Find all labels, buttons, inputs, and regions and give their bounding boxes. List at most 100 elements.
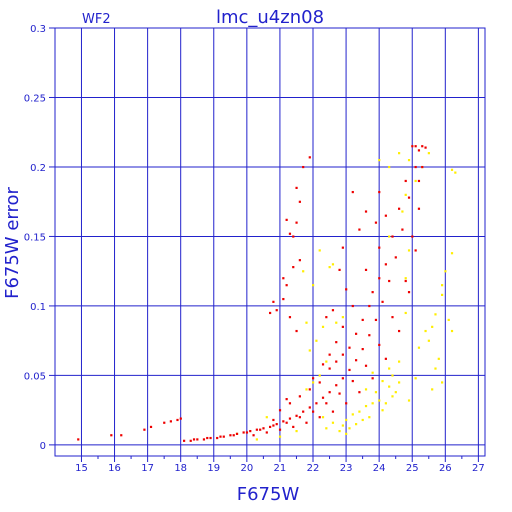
data-point bbox=[421, 145, 424, 148]
data-point bbox=[388, 235, 391, 238]
data-point bbox=[308, 388, 311, 391]
data-point bbox=[229, 434, 232, 437]
data-point bbox=[216, 436, 219, 440]
data-point bbox=[411, 145, 414, 148]
data-point bbox=[282, 297, 285, 301]
data-point bbox=[371, 371, 374, 374]
data-point bbox=[285, 398, 288, 401]
x-tick-label: 16 bbox=[108, 463, 121, 474]
data-point bbox=[371, 291, 374, 294]
x-axis-label: F675W bbox=[237, 484, 300, 505]
y-tick-label: 0.15 bbox=[24, 232, 46, 243]
data-point bbox=[325, 402, 328, 405]
data-point bbox=[364, 268, 368, 271]
data-point bbox=[335, 360, 338, 363]
data-point bbox=[355, 332, 358, 335]
data-point bbox=[378, 399, 381, 402]
y-axis-label: F675W error bbox=[2, 187, 23, 299]
data-point bbox=[295, 186, 298, 190]
data-point bbox=[398, 152, 401, 155]
data-point bbox=[450, 252, 454, 255]
data-point bbox=[378, 159, 381, 162]
data-point bbox=[298, 259, 301, 262]
data-point bbox=[364, 388, 368, 391]
data-point bbox=[407, 399, 411, 402]
data-point bbox=[345, 288, 348, 291]
data-point bbox=[192, 438, 196, 441]
data-point bbox=[272, 300, 275, 303]
data-point bbox=[222, 435, 225, 438]
data-point bbox=[265, 431, 268, 434]
data-point bbox=[209, 436, 212, 440]
data-point bbox=[368, 304, 371, 308]
data-point bbox=[196, 438, 199, 441]
data-point bbox=[358, 391, 361, 394]
data-point bbox=[345, 418, 348, 422]
data-point bbox=[272, 424, 275, 427]
data-point bbox=[328, 391, 331, 394]
data-point bbox=[391, 235, 394, 238]
data-point bbox=[259, 428, 262, 431]
data-point bbox=[398, 329, 401, 333]
data-point bbox=[391, 316, 394, 319]
chip-label: WF2 bbox=[82, 12, 111, 27]
data-point bbox=[219, 435, 222, 438]
data-point bbox=[331, 263, 335, 266]
data-point bbox=[417, 179, 421, 183]
data-point bbox=[77, 438, 80, 441]
data-point bbox=[427, 152, 430, 155]
data-point bbox=[434, 367, 437, 370]
x-axis-ticks: 15 16 17 18 19 20 21 22 23 24 25 26 27 bbox=[75, 456, 485, 474]
data-point bbox=[295, 329, 298, 333]
data-point bbox=[335, 341, 338, 344]
data-point bbox=[325, 427, 328, 430]
data-point bbox=[278, 435, 282, 438]
data-point bbox=[312, 381, 315, 384]
data-point bbox=[321, 396, 325, 399]
y-tick-label: 0.25 bbox=[24, 93, 46, 104]
chart-title: lmc_u4zn08 bbox=[216, 7, 324, 28]
data-point bbox=[374, 318, 378, 322]
data-point bbox=[341, 316, 344, 319]
data-point bbox=[404, 277, 407, 280]
data-point bbox=[388, 165, 391, 169]
data-point bbox=[312, 284, 315, 287]
data-point bbox=[411, 235, 414, 238]
data-point bbox=[288, 232, 292, 235]
plot-frame bbox=[54, 27, 486, 457]
data-point bbox=[269, 311, 272, 315]
data-point bbox=[328, 266, 331, 269]
data-point bbox=[355, 423, 358, 426]
data-point bbox=[394, 256, 397, 259]
data-point bbox=[404, 193, 407, 196]
data-point bbox=[312, 377, 315, 380]
data-point bbox=[427, 339, 430, 342]
data-point bbox=[398, 381, 401, 384]
data-point bbox=[401, 210, 404, 213]
data-point bbox=[110, 434, 113, 437]
data-point bbox=[424, 146, 427, 149]
data-point bbox=[235, 432, 239, 435]
data-point bbox=[308, 349, 311, 352]
data-point bbox=[302, 410, 305, 413]
data-point bbox=[404, 311, 407, 315]
data-point bbox=[295, 414, 298, 417]
data-point bbox=[179, 417, 182, 420]
data-point bbox=[288, 402, 292, 405]
data-point bbox=[450, 329, 454, 333]
data-point bbox=[441, 293, 444, 297]
data-point bbox=[312, 410, 315, 413]
data-point bbox=[315, 339, 318, 342]
data-point bbox=[298, 395, 301, 398]
data-point bbox=[358, 228, 361, 231]
data-point bbox=[318, 416, 321, 419]
data-point bbox=[255, 428, 258, 431]
data-point bbox=[361, 318, 364, 322]
data-point bbox=[431, 388, 434, 391]
data-point bbox=[183, 439, 186, 442]
data-point bbox=[331, 421, 335, 424]
y-tick-label: 0.05 bbox=[24, 371, 46, 382]
data-points bbox=[77, 145, 457, 442]
x-tick-label: 19 bbox=[207, 463, 220, 474]
